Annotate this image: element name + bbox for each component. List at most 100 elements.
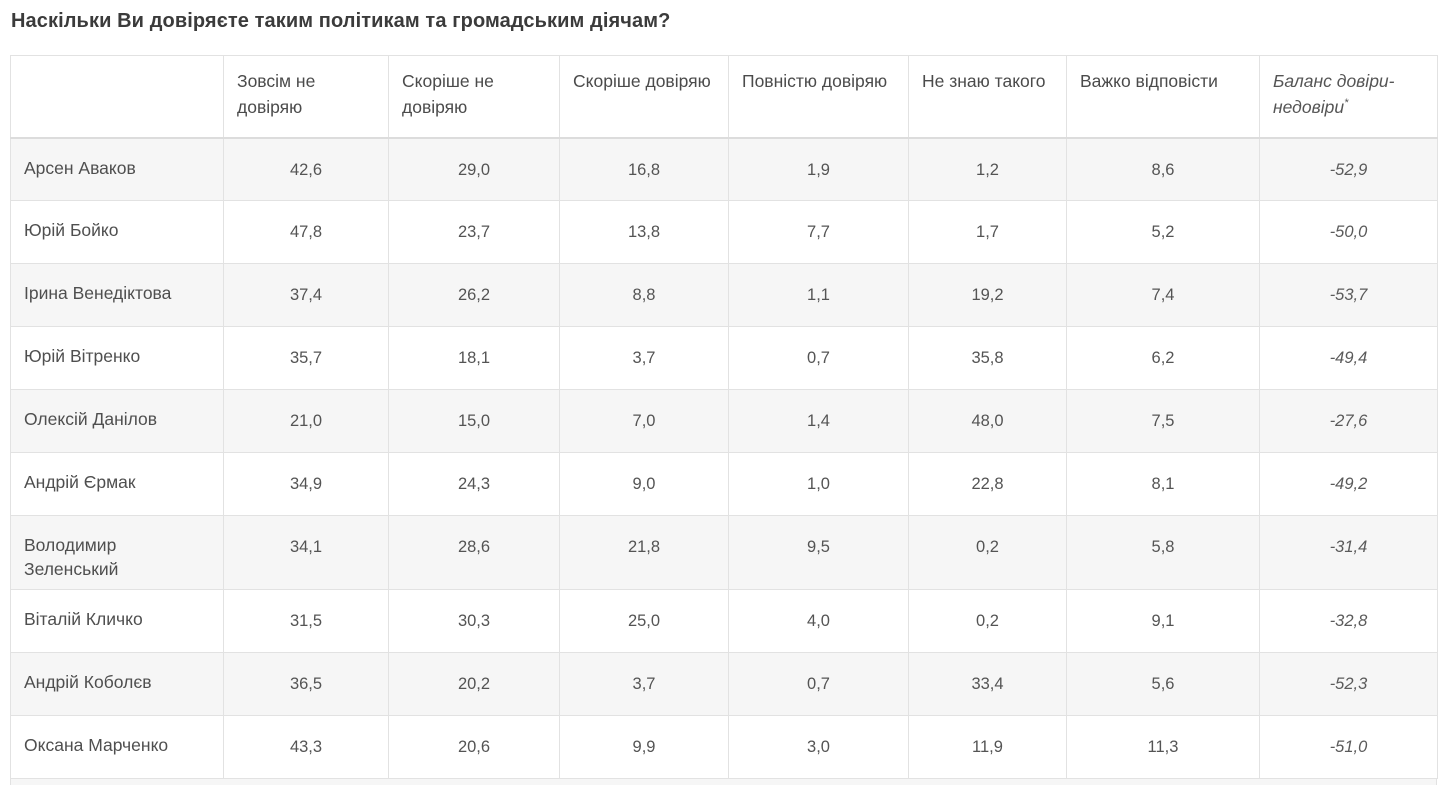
value-cell: 7,0 [559,389,729,453]
value-cell: 34,9 [223,452,389,516]
value-cell: 34,1 [223,515,389,590]
balance-cell: -31,4 [1259,515,1438,590]
next-row-clipped-sliver [10,779,1437,785]
balance-header-label: Баланс довіри-недовіри [1273,71,1395,117]
value-cell: 8,1 [1066,452,1260,516]
value-cell: 37,4 [223,263,389,327]
value-cell: 15,0 [388,389,560,453]
value-cell: 0,7 [728,326,909,390]
value-cell: 36,5 [223,652,389,716]
value-cell: 3,7 [559,326,729,390]
column-header: Не знаю такого [908,55,1067,139]
table-header-row: Зовсім не довіряю Скоріше не довіряю Скорі… [10,55,1438,139]
table-row: Юрій Вітренко 35,7 18,1 3,7 0,7 35,8 6,2 -49,4 [10,326,1438,390]
value-cell: 1,7 [908,200,1067,264]
value-cell: 9,1 [1066,589,1260,653]
value-cell: 29,0 [388,137,560,201]
person-name-cell: Ірина Венедіктова [10,263,224,327]
balance-cell: -51,0 [1259,715,1438,779]
person-name-cell: Андрій Коболєв [10,652,224,716]
value-cell: 3,7 [559,652,729,716]
table-row: Олексій Данілов 21,0 15,0 7,0 1,4 48,0 7,5 -27,… [10,389,1438,453]
column-header: Зовсім не довіряю [223,55,389,139]
balance-cell: -49,2 [1259,452,1438,516]
value-cell: 0,2 [908,515,1067,590]
value-cell: 0,7 [728,652,909,716]
value-cell: 5,8 [1066,515,1260,590]
table-row: Володимир Зеленський 34,1 28,6 21,8 9,5 0,2 5,… [10,515,1438,590]
value-cell: 7,5 [1066,389,1260,453]
person-name-cell: Андрій Єрмак [10,452,224,516]
person-name-cell: Олексій Данілов [10,389,224,453]
value-cell: 48,0 [908,389,1067,453]
value-cell: 5,2 [1066,200,1260,264]
value-cell: 5,6 [1066,652,1260,716]
value-cell: 31,5 [223,589,389,653]
value-cell: 9,9 [559,715,729,779]
value-cell: 22,8 [908,452,1067,516]
page-title: Наскільки Ви довіряєте таким політикам т… [11,10,671,32]
value-cell: 24,3 [388,452,560,516]
value-cell: 33,4 [908,652,1067,716]
value-cell: 35,7 [223,326,389,390]
value-cell: 16,8 [559,137,729,201]
value-cell: 11,3 [1066,715,1260,779]
value-cell: 26,2 [388,263,560,327]
person-name-cell: Юрій Вітренко [10,326,224,390]
value-cell: 23,7 [388,200,560,264]
person-name-cell: Арсен Аваков [10,137,224,201]
value-cell: 21,8 [559,515,729,590]
table-row: Ірина Венедіктова 37,4 26,2 8,8 1,1 19,2 7,4 -5… [10,263,1438,327]
balance-cell: -52,9 [1259,137,1438,201]
table-row: Арсен Аваков 42,6 29,0 16,8 1,9 1,2 8,6 -52,9 [10,137,1438,201]
person-name-cell: Володимир Зеленський [10,515,224,590]
value-cell: 21,0 [223,389,389,453]
table-row: Юрій Бойко 47,8 23,7 13,8 7,7 1,7 5,2 -50,0 [10,200,1438,264]
value-cell: 4,0 [728,589,909,653]
column-header: Баланс довіри-недовіри* [1259,55,1438,139]
balance-cell: -53,7 [1259,263,1438,327]
value-cell: 20,6 [388,715,560,779]
table-row: Андрій Коболєв 36,5 20,2 3,7 0,7 33,4 5,6 -52,3 [10,652,1438,716]
value-cell: 9,5 [728,515,909,590]
value-cell: 19,2 [908,263,1067,327]
corner-header-cell [10,55,224,139]
value-cell: 6,2 [1066,326,1260,390]
table-row: Андрій Єрмак 34,9 24,3 9,0 1,0 22,8 8,1 -49,2 [10,452,1438,516]
value-cell: 1,9 [728,137,909,201]
value-cell: 1,1 [728,263,909,327]
balance-cell: -49,4 [1259,326,1438,390]
value-cell: 9,0 [559,452,729,516]
value-cell: 47,8 [223,200,389,264]
balance-cell: -50,0 [1259,200,1438,264]
value-cell: 1,4 [728,389,909,453]
value-cell: 7,7 [728,200,909,264]
value-cell: 43,3 [223,715,389,779]
value-cell: 8,8 [559,263,729,327]
balance-cell: -52,3 [1259,652,1438,716]
column-header: Важко відповісти [1066,55,1260,139]
person-name-cell: Віталій Кличко [10,589,224,653]
column-header: Скоріше не довіряю [388,55,560,139]
value-cell: 35,8 [908,326,1067,390]
person-name-cell: Юрій Бойко [10,200,224,264]
value-cell: 20,2 [388,652,560,716]
value-cell: 25,0 [559,589,729,653]
value-cell: 8,6 [1066,137,1260,201]
value-cell: 42,6 [223,137,389,201]
trust-poll-table: Зовсім не довіряю Скоріше не довіряю Скорі… [10,55,1438,779]
balance-cell: -32,8 [1259,589,1438,653]
footnote-marker: * [1344,97,1349,110]
value-cell: 28,6 [388,515,560,590]
value-cell: 30,3 [388,589,560,653]
value-cell: 11,9 [908,715,1067,779]
column-header: Скоріше довіряю [559,55,729,139]
value-cell: 13,8 [559,200,729,264]
person-name-cell: Оксана Марченко [10,715,224,779]
value-cell: 18,1 [388,326,560,390]
value-cell: 7,4 [1066,263,1260,327]
value-cell: 1,2 [908,137,1067,201]
table-header: Зовсім не довіряю Скоріше не довіряю Скорі… [10,55,1438,139]
balance-cell: -27,6 [1259,389,1438,453]
